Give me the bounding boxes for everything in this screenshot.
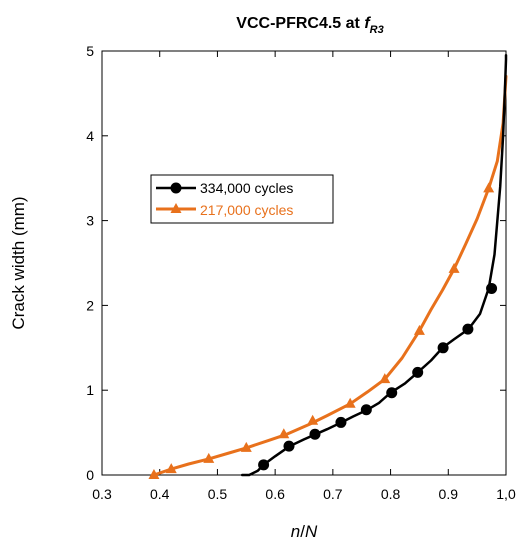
x-axis-label-sep: / [300,522,305,541]
series-2-point [203,452,215,463]
chart-title-main: VCC-PFRC4.5 at [236,15,364,32]
series-2-point [413,324,425,335]
series-1-point [462,323,474,335]
chart-title: VCC-PFRC4.5 at fR3 [236,15,383,36]
y-axis-label: Crack width (mm) [9,196,28,329]
y-tick-label: 0 [86,467,94,483]
y-tick-label: 3 [86,213,94,229]
x-tick-label: 0.5 [208,486,228,502]
series-line-2 [152,74,508,477]
series-1-point [335,416,347,428]
x-tick-label: 0.4 [150,486,170,502]
y-tick-label: 5 [86,43,94,59]
series-2-point [448,262,460,273]
legend-marker-series-1 [170,182,182,194]
series-2-point [307,414,319,425]
legend: 334,000 cycles 217,000 cycles [150,174,334,224]
x-tick-label: 1,0 [496,486,516,502]
chart-title-subscript: R3 [370,24,384,36]
legend-label-series-2: 217,000 cycles [200,202,293,218]
series-line-1 [240,53,508,477]
x-tick-label: 0.8 [381,486,401,502]
series-layer [148,53,508,479]
series-2-point [379,373,391,384]
series-1-point [412,366,424,378]
series-1-point [386,387,398,399]
legend-marker-series-2 [170,203,182,213]
series-2-point [148,469,160,479]
series-2-point [483,182,495,193]
plot-frame [101,50,507,476]
series-1-point [437,342,449,354]
x-axis-label-n: n [291,522,300,541]
x-tick-label: 0.3 [92,486,112,502]
series-2-point [278,428,290,439]
y-tick-label: 1 [86,382,94,398]
series-1-point [258,459,270,471]
x-tick-label: 0.7 [323,486,343,502]
x-axis-label: n/N [291,522,318,541]
x-tick-label: 0.6 [265,486,285,502]
y-tick-label: 4 [86,128,94,144]
series-2-point [165,463,177,474]
series-1-point [486,282,498,294]
chart-title-f: f [364,15,371,32]
legend-label-series-1: 334,000 cycles [200,180,293,196]
legend-box [150,174,334,224]
y-tick-label: 2 [86,297,94,313]
x-axis-label-N: N [305,522,318,541]
axis-ticks: 0.3 0.4 0.5 0.6 0.7 0.8 0.9 1,0 0 1 2 3 4 5 [86,43,516,502]
series-2-point [344,397,356,408]
x-tick-label: 0.9 [439,486,459,502]
series-2-point [240,441,252,452]
series-1-point [283,440,295,452]
series-1-point [360,404,372,416]
series-1-point [309,428,321,440]
